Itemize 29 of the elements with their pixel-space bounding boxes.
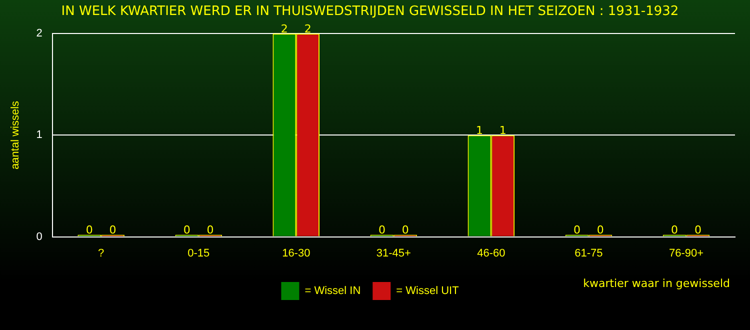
- x-tick-label: 31-45+: [376, 247, 411, 260]
- data-label: 0: [378, 224, 386, 237]
- data-label: 1: [499, 124, 506, 138]
- y-tick-label: 1: [36, 129, 42, 142]
- x-tick-label: 0-15: [188, 247, 210, 260]
- data-label: 0: [574, 224, 581, 237]
- data-label: 0: [402, 224, 409, 237]
- x-tick-label: ?: [98, 247, 104, 260]
- x-axis-title: kwartier waar in gewisseld: [583, 277, 730, 290]
- data-label: 0: [183, 224, 190, 237]
- data-label: 0: [596, 224, 604, 237]
- data-label: 0: [206, 224, 214, 237]
- data-label: 2: [280, 22, 288, 36]
- x-tick-label: 76-90+: [668, 247, 704, 260]
- data-label: 0: [109, 224, 116, 237]
- legend-label: = Wissel UIT: [396, 285, 460, 298]
- x-tick-label: 61-75: [574, 247, 603, 260]
- x-tick-label: 46-60: [477, 247, 506, 260]
- y-axis-title: aantal wissels: [10, 100, 22, 170]
- data-label: 0: [86, 224, 93, 237]
- y-tick-label: 0: [36, 230, 42, 243]
- data-label: 2: [304, 22, 312, 36]
- y-tick-label: 2: [36, 28, 42, 40]
- data-label: 0: [671, 224, 678, 237]
- legend-label: = Wissel IN: [304, 285, 361, 298]
- chart-title: IN WELK KWARTIER WERD ER IN THUISWEDSTRIJDEN GEWISSELD IN HET SEIZOEN : 1931-1932: [61, 4, 679, 20]
- data-label: 0: [694, 224, 702, 237]
- x-tick-label: 16-30: [282, 247, 310, 260]
- data-label: 1: [476, 124, 483, 138]
